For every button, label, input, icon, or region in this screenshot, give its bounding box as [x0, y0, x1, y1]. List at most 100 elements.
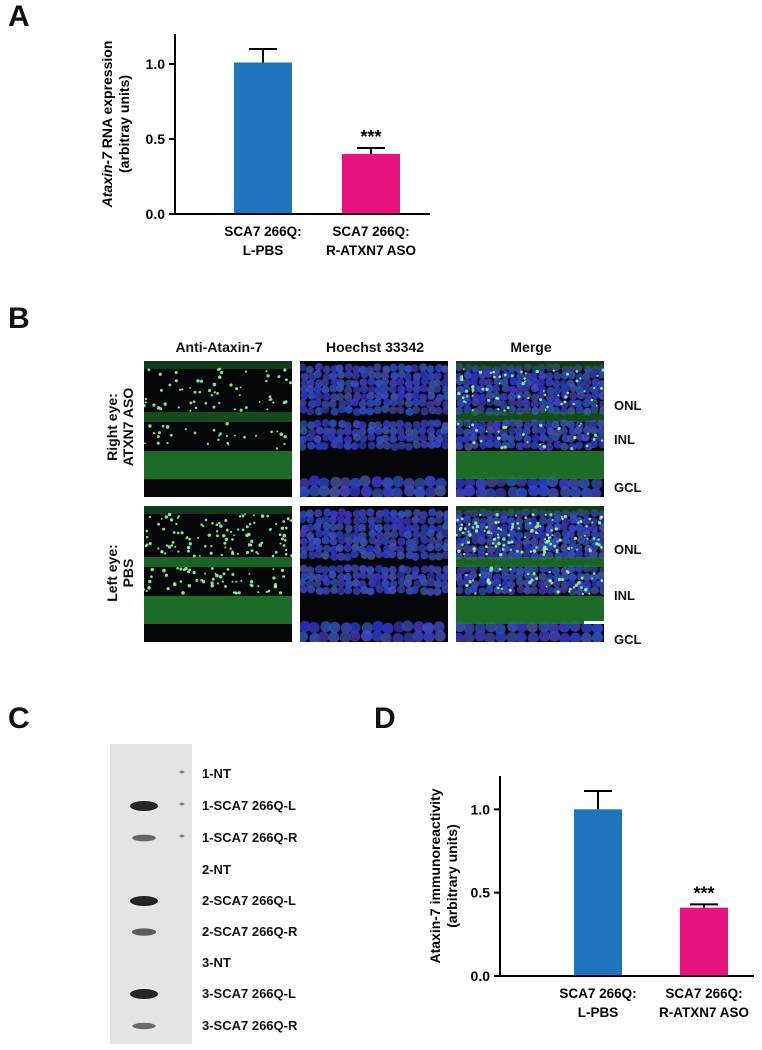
nucleus: [322, 433, 331, 442]
ataxin7-puncta: [497, 436, 501, 441]
nucleus: [553, 386, 562, 395]
ataxin7-puncta: [483, 530, 486, 533]
blot-band: [130, 801, 158, 811]
scale-bar: [584, 621, 604, 624]
ataxin7-puncta: [464, 401, 467, 404]
nucleus: [478, 587, 487, 596]
nucleus: [463, 371, 472, 380]
nucleus: [351, 371, 360, 380]
nucleus: [559, 522, 568, 531]
nucleus: [456, 385, 465, 394]
nucleus: [545, 378, 554, 387]
nucleus: [456, 586, 464, 595]
ataxin7-puncta: [495, 396, 499, 400]
nucleus: [397, 363, 406, 372]
ataxin7-puncta: [550, 529, 554, 532]
nucleus: [456, 488, 466, 497]
ataxin7-puncta: [471, 409, 474, 412]
ataxin7-puncta: [283, 442, 286, 446]
nucleus: [508, 426, 517, 435]
blot-label-3-r: 3-SCA7 266Q-R: [202, 1018, 298, 1033]
ataxin7-puncta: [272, 568, 275, 571]
nucleus: [345, 398, 354, 407]
nucleus: [589, 565, 598, 574]
ataxin7-puncta: [588, 548, 591, 551]
nucleus: [508, 529, 517, 538]
nucleus: [568, 573, 577, 582]
nucleus: [485, 585, 494, 594]
ataxin7-puncta: [212, 382, 217, 387]
ataxin7-puncta: [531, 513, 535, 517]
ataxin7-puncta: [279, 432, 284, 437]
nucleus: [440, 426, 448, 435]
nucleus: [463, 405, 472, 414]
ataxin7-puncta: [489, 566, 494, 570]
os-band: [144, 361, 292, 369]
ataxin7-puncta: [517, 395, 521, 399]
nucleus: [589, 488, 602, 497]
nucleus: [412, 630, 424, 642]
x-category-label: L-PBS: [578, 1005, 619, 1020]
ataxin7-puncta: [265, 379, 268, 383]
nucleus: [339, 631, 352, 642]
ataxin7-puncta: [194, 406, 198, 410]
nucleus: [597, 370, 604, 379]
ataxin7-puncta: [526, 441, 529, 444]
nucleus: [382, 477, 394, 489]
ataxin7-puncta: [213, 391, 216, 394]
nucleus: [566, 530, 575, 539]
ataxin7-puncta: [575, 379, 579, 383]
ataxin7-puncta: [174, 370, 178, 375]
nucleus: [559, 585, 568, 594]
nucleus: [596, 571, 604, 580]
nucleus: [335, 543, 344, 552]
nucleus: [344, 363, 353, 372]
nucleus: [574, 399, 583, 408]
nucleus: [313, 398, 322, 407]
nucleus: [574, 516, 583, 525]
ataxin7-puncta: [215, 534, 219, 538]
nucleus: [305, 385, 314, 394]
ataxin7-puncta: [168, 383, 172, 387]
ataxin7-puncta: [471, 526, 475, 529]
nucleus: [300, 405, 308, 414]
nucleus: [322, 427, 331, 436]
nucleus: [352, 365, 361, 374]
nucleus: [538, 580, 547, 589]
nucleus: [529, 586, 538, 595]
nucleus: [300, 391, 309, 400]
ataxin7-puncta: [241, 528, 245, 532]
nucleus: [426, 365, 435, 374]
ataxin7-puncta: [556, 540, 559, 543]
nucleus: [501, 572, 510, 581]
nucleus: [538, 485, 550, 497]
nucleus: [441, 585, 448, 594]
nucleus: [329, 537, 338, 546]
nucleus: [530, 399, 539, 408]
ataxin7-puncta: [253, 521, 256, 524]
nucleus: [412, 421, 421, 430]
nucleus: [469, 433, 478, 442]
nucleus: [576, 529, 585, 538]
ataxin7-puncta: [524, 536, 527, 539]
nucleus: [404, 421, 413, 430]
nucleus: [389, 427, 398, 436]
nucleus: [367, 426, 376, 435]
nucleus: [321, 516, 330, 525]
nucleus: [501, 384, 510, 393]
significance-label: ***: [693, 883, 714, 903]
nucleus: [583, 426, 592, 435]
y-axis-title: Ataxin-7 RNA expression (arbitray units): [100, 41, 132, 209]
y-axis-title-line1: Ataxin-7 immunoreactivity: [430, 788, 443, 963]
nucleus: [530, 538, 539, 547]
nucleus: [365, 545, 374, 554]
nucleus: [300, 420, 308, 429]
ataxin7-puncta: [218, 521, 221, 525]
ataxin7-puncta: [272, 576, 276, 580]
nucleus: [368, 522, 377, 531]
ataxin7-puncta: [164, 515, 169, 519]
ataxin7-puncta: [255, 550, 258, 554]
ataxin7-puncta: [460, 377, 464, 382]
nucleus: [380, 391, 389, 400]
nucleus: [433, 565, 442, 574]
